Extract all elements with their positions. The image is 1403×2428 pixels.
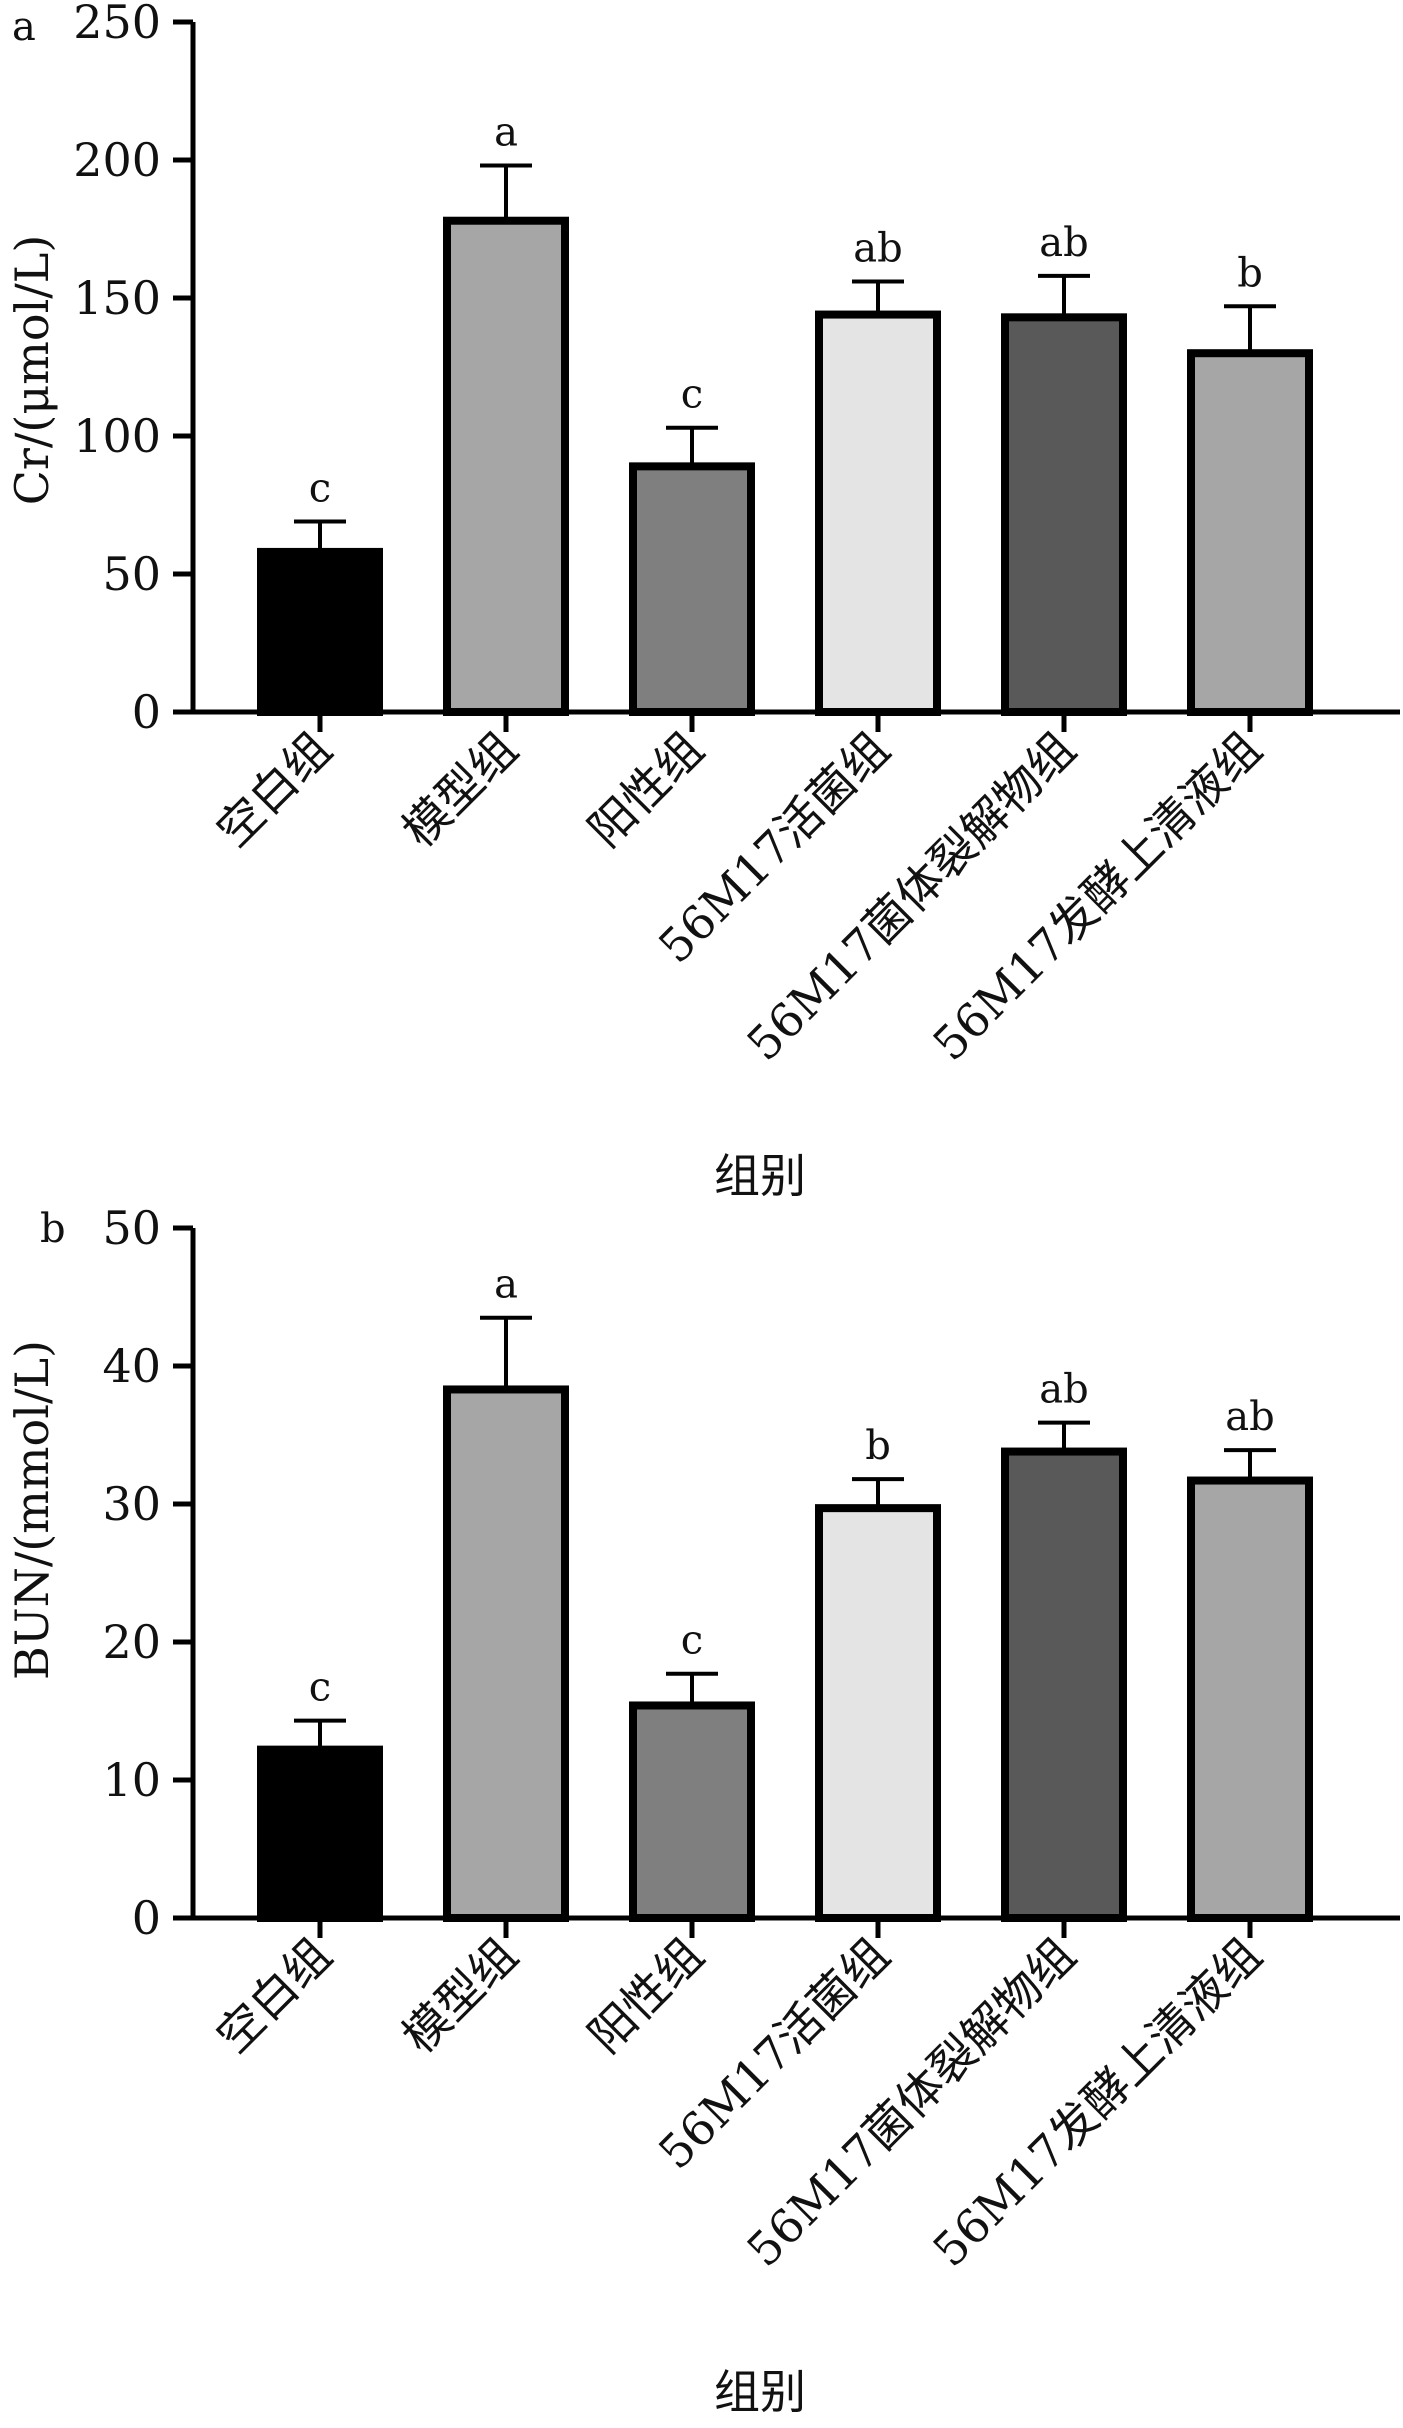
bar <box>443 216 569 716</box>
x-category-label: 56M17发酵上清液组 <box>922 1928 1271 2277</box>
y-tick-label: 50 <box>102 1201 161 1255</box>
significance-label: a <box>494 110 518 156</box>
bar <box>1001 1447 1127 1923</box>
x-category-label: 阳性组 <box>578 1928 714 2064</box>
y-tick-label: 100 <box>73 409 161 463</box>
significance-label: c <box>309 1665 331 1711</box>
significance-label: c <box>681 372 703 418</box>
y-tick-label: 40 <box>102 1339 161 1393</box>
x-category-label: 56M17发酵上清液组 <box>922 722 1271 1071</box>
bar <box>1001 313 1127 716</box>
y-axis-title: Cr/(μmol/L) <box>5 235 59 506</box>
bar <box>1187 1476 1313 1923</box>
significance-label: c <box>309 466 331 512</box>
bar <box>1187 349 1313 716</box>
y-tick-label: 50 <box>102 547 161 601</box>
x-category-label: 阳性组 <box>578 722 714 858</box>
significance-label: ab <box>1039 1367 1088 1413</box>
y-tick-label: 20 <box>102 1615 161 1669</box>
significance-label: c <box>681 1618 703 1664</box>
y-tick-label: 10 <box>102 1753 161 1807</box>
y-tick-label: 250 <box>73 0 161 49</box>
significance-label: ab <box>1225 1394 1274 1440</box>
bar <box>815 310 941 716</box>
significance-label: ab <box>853 225 902 271</box>
x-axis-title: 组别 <box>714 2365 806 2419</box>
x-category-label: 模型组 <box>392 722 528 858</box>
bar <box>443 1385 569 1922</box>
x-axis-title: 组别 <box>714 1149 806 1203</box>
y-tick-label: 30 <box>102 1477 161 1531</box>
bar <box>257 1745 383 1923</box>
panel-label: a <box>12 4 36 50</box>
bar <box>257 547 383 716</box>
significance-label: a <box>494 1262 518 1308</box>
x-category-label: 56M17菌体裂解物组 <box>736 722 1085 1071</box>
significance-label: b <box>1237 250 1263 296</box>
significance-label: ab <box>1039 220 1088 266</box>
x-category-label: 空白组 <box>206 722 342 858</box>
x-category-label: 56M17菌体裂解物组 <box>736 1928 1085 2277</box>
bar <box>629 462 755 716</box>
bar <box>815 1504 941 1922</box>
y-tick-label: 0 <box>132 685 161 739</box>
bar <box>629 1701 755 1922</box>
y-tick-label: 150 <box>73 271 161 325</box>
y-tick-label: 200 <box>73 133 161 187</box>
y-tick-label: 0 <box>132 1891 161 1945</box>
panel-label: b <box>40 1206 66 1252</box>
x-category-label: 模型组 <box>392 1928 528 2064</box>
panel-b-chart: b BUN/(mmol/L) 组别 0 10 20 30 40 50 c 空白组 a 模型组 c 阳性… <box>5 1201 1400 2419</box>
panel-a-chart: a Cr/(μmol/L) 组别 0 50 100 150 200 250 c 空白组 a 模型组… <box>5 0 1400 1203</box>
y-axis-title: BUN/(mmol/L) <box>5 1340 59 1680</box>
x-category-label: 空白组 <box>206 1928 342 2064</box>
significance-label: b <box>865 1423 891 1469</box>
